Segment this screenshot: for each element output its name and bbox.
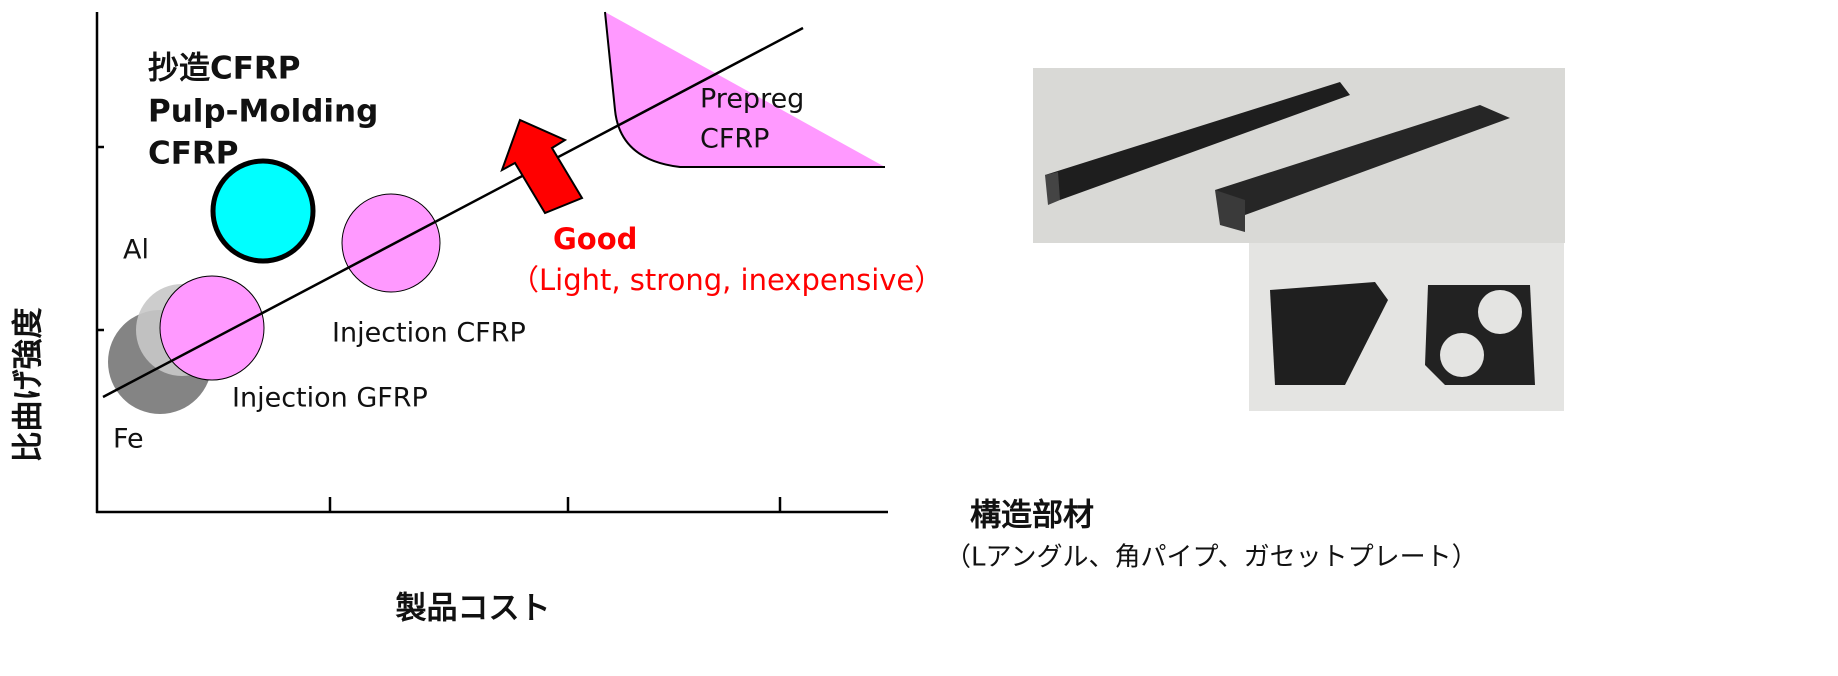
- trend-line: [102, 26, 804, 399]
- good-arrow: [500, 118, 584, 215]
- region-label: 抄造CFRP: [148, 51, 301, 87]
- photo-top: [1033, 68, 1565, 243]
- region-label: Prepreg: [700, 84, 804, 115]
- gfrp-region: [159, 275, 265, 381]
- region-label: CFRP: [148, 136, 239, 172]
- photo-object: [1045, 172, 1060, 205]
- prepreg-region: [605, 12, 885, 167]
- axes: [95, 12, 888, 514]
- photo-object: [1215, 105, 1510, 215]
- y-axis-label: 比曲げ強度: [11, 308, 47, 463]
- region-label: Injection GFRP: [232, 383, 428, 414]
- x-axis-label: 製品コスト: [396, 591, 551, 627]
- photo-hole: [1478, 290, 1522, 334]
- prepreg-border: [604, 11, 885, 168]
- region-label: CFRP: [700, 124, 769, 155]
- photo-object: [1215, 190, 1245, 232]
- arrow-title: Good: [553, 222, 637, 256]
- caption-subtitle: （Lアングル、角パイプ、ガセットプレート）: [945, 543, 1478, 573]
- photo-object: [1270, 282, 1388, 385]
- pulp-region: [210, 158, 316, 264]
- cfrp-region: [341, 193, 441, 293]
- arrow-subtitle: （Light, strong, inexpensive）: [510, 263, 943, 297]
- region-label: Pulp-Molding: [148, 94, 378, 130]
- caption-title: 構造部材: [970, 498, 1094, 534]
- region-label: Al: [123, 235, 149, 266]
- region-label: Injection CFRP: [332, 318, 526, 349]
- region-label: Fe: [113, 424, 144, 455]
- photo-object: [1045, 82, 1350, 200]
- photo-object: [1425, 285, 1535, 385]
- photo-hole: [1440, 333, 1484, 377]
- photo-bottom: [1249, 243, 1564, 411]
